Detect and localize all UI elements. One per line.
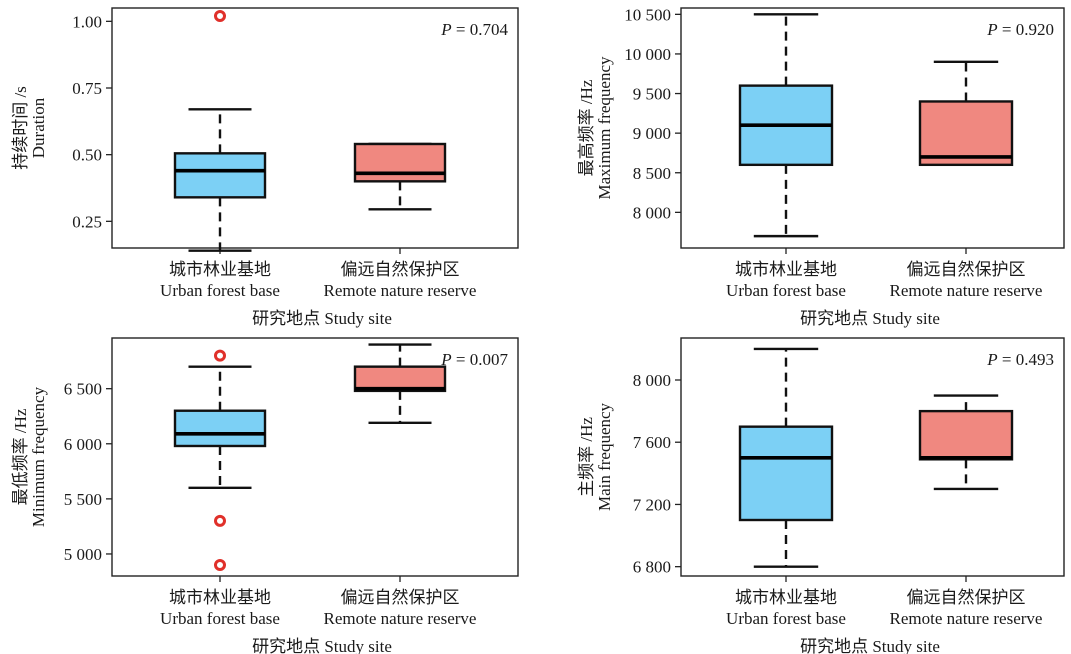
box-remote (353, 142, 447, 211)
p-value-label: P = 0.704 (440, 20, 508, 39)
y-tick-label: 10 500 (624, 5, 671, 24)
y-tick-label: 6 800 (633, 558, 671, 577)
p-value: = 0.704 (452, 20, 509, 39)
category-label-en: Urban forest base (726, 609, 846, 628)
p-symbol: P (986, 20, 997, 39)
box-remote (918, 394, 1014, 491)
outlier-point (214, 514, 226, 527)
y-axis-label: 主频率 /Hz Main frequency (577, 402, 614, 511)
plot-frame (680, 7, 1065, 249)
p-value: = 0.493 (998, 350, 1054, 369)
y-tick-label: 5 000 (64, 545, 102, 564)
y-tick-label: 6 000 (64, 435, 102, 454)
box-iqr (738, 425, 834, 522)
outlier-point (214, 349, 226, 362)
y-tick-label: 0.50 (72, 146, 102, 165)
y-axis-label-cn: 最低频率 /Hz (11, 408, 30, 505)
p-value-label: P = 0.007 (440, 350, 508, 369)
box-urban (173, 10, 267, 252)
box-remote (918, 60, 1014, 167)
y-tick-label: 6 500 (64, 380, 102, 399)
y-tick-label: 7 200 (633, 495, 671, 514)
y-tick-label: 9 500 (633, 85, 671, 104)
box-urban (738, 13, 834, 238)
category-label-en: Urban forest base (160, 281, 280, 300)
box-iqr (353, 365, 447, 393)
chart-panel-1: 0.25 0.50 0.75 1.00 持续时间 /s Duration P = 0.704… (11, 7, 519, 328)
category-label-cn: 偏远自然保护区 (341, 260, 460, 279)
p-symbol: P (440, 20, 451, 39)
y-tick-label: 8 500 (633, 164, 671, 183)
chart-panel-4: 6 800 7 200 7 600 8 000 主频率 /Hz Main frequenc… (577, 337, 1065, 654)
box-iqr (173, 152, 267, 199)
y-axis-label: 持续时间 /s Duration (11, 86, 48, 170)
y-axis-label-en: Minimum frequency (29, 386, 48, 527)
plot-frame (111, 7, 519, 249)
category-label-cn: 偏远自然保护区 (907, 260, 1026, 279)
y-tick-label: 7 600 (633, 433, 671, 452)
y-axis-label-cn: 持续时间 /s (11, 86, 30, 170)
box-iqr (353, 142, 447, 183)
category-label-cn: 城市林业基地 (735, 588, 837, 607)
category-label-cn: 城市林业基地 (735, 260, 837, 279)
y-tick-label: 0.75 (72, 79, 102, 98)
y-tick-label: 8 000 (633, 371, 671, 390)
y-tick-label: 8 000 (633, 203, 671, 222)
category-label-en: Remote nature reserve (890, 609, 1043, 628)
p-value: = 0.920 (998, 20, 1054, 39)
plot-frame (111, 337, 519, 577)
y-axis-label-cn: 最高频率 /Hz (577, 79, 596, 176)
p-value: = 0.007 (452, 350, 509, 369)
box-iqr (918, 100, 1014, 167)
box-iqr (918, 409, 1014, 461)
y-tick-label: 1.00 (72, 12, 102, 31)
y-axis-label: 最低频率 /Hz Minimum frequency (11, 386, 48, 527)
box-urban (738, 347, 834, 568)
category-label-en: Remote nature reserve (890, 281, 1043, 300)
p-value-label: P = 0.920 (986, 20, 1054, 39)
p-value-label: P = 0.493 (986, 350, 1054, 369)
y-axis-label-en: Duration (29, 97, 48, 158)
x-axis-label: 研究地点 Study site (252, 309, 392, 328)
y-axis-label-cn: 主频率 /Hz (577, 417, 596, 497)
outlier-point (214, 10, 226, 22)
x-axis-label: 研究地点 Study site (252, 637, 392, 654)
chart-panel-3: 5 000 5 500 6 000 6 500 最低频率 /Hz Minimum freq… (11, 337, 519, 654)
y-tick-label: 10 000 (624, 45, 671, 64)
category-label-en: Urban forest base (160, 609, 280, 628)
box-remote (353, 343, 447, 425)
y-axis-label-en: Main frequency (595, 402, 614, 511)
box-urban (173, 349, 267, 571)
outlier-point (214, 558, 226, 571)
box-iqr (173, 409, 267, 448)
category-label-cn: 城市林业基地 (169, 588, 271, 607)
category-label-en: Remote nature reserve (324, 609, 477, 628)
y-tick-label: 5 500 (64, 490, 102, 509)
plot-frame (680, 337, 1065, 577)
y-tick-label: 0.25 (72, 212, 102, 231)
x-axis-label: 研究地点 Study site (800, 637, 940, 654)
y-axis-label-en: Maximum frequency (595, 56, 614, 200)
y-axis-label: 最高频率 /Hz Maximum frequency (577, 56, 614, 200)
category-label-cn: 偏远自然保护区 (341, 588, 460, 607)
p-symbol: P (440, 350, 451, 369)
category-label-en: Urban forest base (726, 281, 846, 300)
category-label-en: Remote nature reserve (324, 281, 477, 300)
category-label-cn: 偏远自然保护区 (907, 588, 1026, 607)
chart-panel-2: 8 000 8 500 9 000 9 500 10 000 10 500 最高频率 /Hz… (577, 5, 1065, 328)
p-symbol: P (986, 350, 997, 369)
category-label-cn: 城市林业基地 (169, 260, 271, 279)
y-tick-label: 9 000 (633, 124, 671, 143)
x-axis-label: 研究地点 Study site (800, 309, 940, 328)
